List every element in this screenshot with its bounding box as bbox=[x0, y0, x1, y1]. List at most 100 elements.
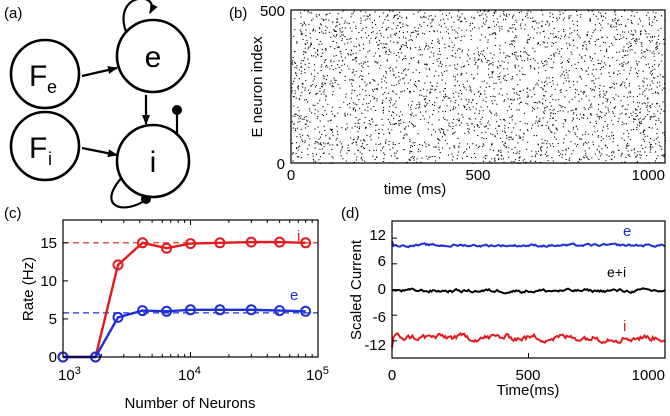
spike-dot bbox=[546, 42, 548, 44]
spike-dot bbox=[660, 108, 662, 110]
spike-dot bbox=[545, 80, 547, 82]
spike-dot bbox=[470, 35, 472, 37]
spike-dot bbox=[306, 120, 308, 122]
spike-dot bbox=[544, 153, 546, 155]
spike-dot bbox=[412, 71, 414, 73]
spike-dot bbox=[309, 138, 311, 140]
spike-dot bbox=[309, 44, 311, 46]
spike-dot bbox=[396, 41, 398, 43]
spike-dot bbox=[399, 97, 401, 99]
spike-dot bbox=[373, 55, 375, 57]
spike-dot bbox=[422, 115, 424, 117]
spike-dot bbox=[362, 43, 364, 45]
spike-dot bbox=[418, 33, 420, 35]
spike-dot bbox=[365, 126, 367, 128]
spike-dot bbox=[342, 146, 344, 148]
spike-dot bbox=[326, 113, 328, 115]
spike-dot bbox=[578, 118, 580, 120]
spike-dot bbox=[613, 107, 615, 109]
spike-dot bbox=[346, 123, 348, 125]
spike-dot bbox=[402, 44, 404, 46]
spike-dot bbox=[383, 133, 385, 135]
spike-dot bbox=[568, 17, 570, 19]
spike-dot bbox=[325, 49, 327, 51]
spike-dot bbox=[392, 10, 394, 12]
spike-dot bbox=[527, 34, 529, 36]
spike-dot bbox=[654, 64, 656, 66]
spike-dot bbox=[489, 124, 491, 126]
spike-dot bbox=[337, 46, 339, 48]
spike-dot bbox=[302, 83, 304, 85]
spike-dot bbox=[472, 99, 474, 101]
series-point-i bbox=[214, 237, 226, 249]
spike-dot bbox=[322, 32, 324, 34]
spike-dot bbox=[416, 104, 418, 106]
spike-dot bbox=[519, 55, 521, 57]
spike-dot bbox=[442, 110, 444, 112]
spike-dot bbox=[643, 81, 645, 83]
spike-dot bbox=[589, 56, 591, 58]
spike-dot bbox=[353, 10, 355, 12]
spike-dot bbox=[563, 31, 565, 33]
spike-dot bbox=[349, 79, 351, 81]
spike-dot bbox=[649, 24, 651, 26]
spike-dot bbox=[483, 18, 485, 20]
spike-dot bbox=[591, 89, 593, 91]
panel-d-ticks bbox=[391, 237, 666, 358]
spike-dot bbox=[320, 144, 322, 146]
spike-dot bbox=[441, 79, 443, 81]
spike-dot bbox=[461, 93, 463, 95]
spike-dot bbox=[533, 135, 535, 137]
spike-dot bbox=[306, 134, 308, 136]
spike-dot bbox=[640, 42, 642, 44]
spike-dot bbox=[465, 99, 467, 101]
spike-dot bbox=[607, 23, 609, 25]
spike-dot bbox=[482, 22, 484, 24]
spike-dot bbox=[527, 17, 529, 19]
spike-dot bbox=[605, 160, 607, 162]
spike-dot bbox=[382, 110, 384, 112]
spike-dot bbox=[350, 54, 352, 56]
spike-dot bbox=[511, 17, 513, 19]
spike-dot bbox=[581, 117, 583, 119]
spike-dot bbox=[429, 156, 431, 158]
spike-dot bbox=[440, 128, 442, 130]
spike-dot bbox=[469, 87, 471, 89]
spike-dot bbox=[504, 120, 506, 122]
spike-dot bbox=[431, 88, 433, 90]
spike-dot bbox=[410, 115, 412, 117]
spike-dot bbox=[385, 141, 387, 143]
spike-dot bbox=[378, 128, 380, 130]
spike-dot bbox=[601, 36, 603, 38]
spike-dot bbox=[291, 62, 293, 64]
spike-dot bbox=[384, 91, 386, 93]
spike-dot bbox=[296, 67, 298, 69]
spike-dot bbox=[429, 116, 431, 118]
spike-dot bbox=[380, 143, 382, 145]
spike-dot bbox=[434, 104, 436, 106]
spike-dot bbox=[631, 49, 633, 51]
spike-dot bbox=[557, 150, 559, 152]
spike-dot bbox=[456, 119, 458, 121]
spike-dot bbox=[551, 94, 553, 96]
spike-dot bbox=[443, 133, 445, 135]
panel-d-xtick-500: 500 bbox=[515, 367, 540, 384]
spike-dot bbox=[312, 152, 314, 154]
spike-dot bbox=[353, 102, 355, 104]
spike-dot bbox=[636, 115, 638, 117]
spike-dot bbox=[552, 77, 554, 79]
spike-dot bbox=[524, 28, 526, 30]
spike-dot bbox=[494, 135, 496, 137]
spike-dot bbox=[350, 37, 352, 39]
spike-dot bbox=[640, 144, 642, 146]
spike-dot bbox=[341, 17, 343, 19]
spike-dot bbox=[292, 83, 294, 85]
spike-dot bbox=[371, 118, 373, 120]
spike-dot bbox=[440, 66, 442, 68]
spike-dot bbox=[574, 29, 576, 31]
spike-dot bbox=[427, 128, 429, 130]
spike-dot bbox=[648, 22, 650, 24]
spike-dot bbox=[335, 35, 337, 37]
spike-dot bbox=[320, 56, 322, 58]
spike-dot bbox=[387, 15, 389, 17]
